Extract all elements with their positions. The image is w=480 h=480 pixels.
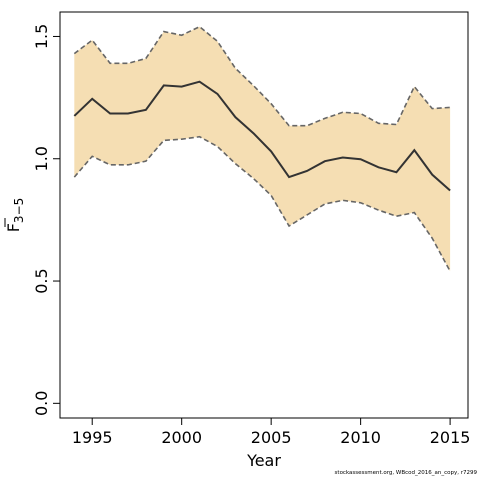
x-tick-label: 2015 [430, 428, 471, 447]
plot-frame [59, 11, 469, 419]
svg-text:F3−5: F3−5 [4, 198, 26, 233]
x-tick-label: 2000 [161, 428, 202, 447]
upper-bound-line [73, 25, 451, 127]
x-tick-label: 2010 [340, 428, 381, 447]
lower-bound-line [73, 135, 451, 272]
x-axis: 1995 2000 2005 2010 2015 [72, 418, 471, 447]
y-tick-label: 1.0 [32, 146, 51, 171]
footnote: stockassessment.org, WBcod_2016_an_copy,… [334, 470, 477, 476]
y-axis-title: F3−5 [4, 198, 26, 233]
x-axis-title: Year [246, 451, 281, 470]
y-tick-label: 0.0 [32, 391, 51, 416]
x-tick-label: 1995 [72, 428, 113, 447]
confidence-band-layer [74, 26, 451, 272]
y-tick-label: 0.5 [32, 268, 51, 293]
confidence-band [74, 26, 451, 272]
line-layer [73, 25, 451, 272]
y-tick-label: 1.5 [32, 24, 51, 49]
y-axis: 0.0 0.5 1.0 1.5 [32, 24, 60, 416]
y-axis-title-base: F [4, 223, 23, 232]
y-axis-title-subscript: 3−5 [12, 198, 26, 223]
estimate-line [73, 80, 451, 192]
x-tick-label: 2005 [251, 428, 292, 447]
